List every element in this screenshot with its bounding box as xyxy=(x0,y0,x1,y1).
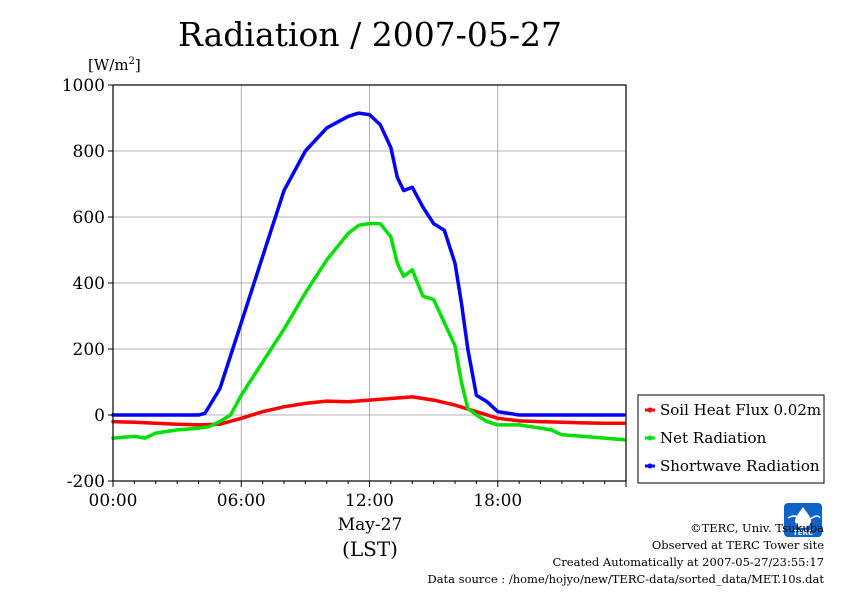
observed-text: Observed at TERC Tower site xyxy=(652,538,824,552)
y-axis-unit-sup: 2 xyxy=(129,56,135,67)
y-tick-label: 800 xyxy=(73,142,105,162)
wave-icon xyxy=(787,515,821,521)
series-line-1 xyxy=(111,395,626,427)
copyright-text: ©TERC, Univ. Tsukuba xyxy=(690,521,824,535)
y-tick-label: 1000 xyxy=(62,76,105,96)
x-axis-label: (LST) xyxy=(342,537,398,561)
y-tick-label: 200 xyxy=(73,340,105,360)
legend-label: Shortwave Radiation xyxy=(660,457,820,475)
legend-marker xyxy=(647,463,653,469)
water-drop-icon xyxy=(795,507,811,528)
terc-logo: TERC xyxy=(784,503,822,537)
source-text: Data source : /home/hojyo/new/TERC-data/… xyxy=(427,572,824,586)
series-line-2 xyxy=(111,221,626,442)
x-tick-label: 00:00 xyxy=(89,491,138,511)
x-tick-label: 18:00 xyxy=(473,491,522,511)
logo-text: TERC xyxy=(793,529,813,537)
axis-ticks: -200 0 200 400 600 800 1000 00:00 06:00 12:00 18:0… xyxy=(62,76,627,511)
legend-marker xyxy=(647,407,653,413)
x-date-label: May-27 xyxy=(338,515,403,535)
y-axis-unit-close: ] xyxy=(135,56,141,74)
y-axis-unit-text: [W/m xyxy=(88,56,129,74)
y-tick-label: -200 xyxy=(67,472,105,492)
y-tick-label: 0 xyxy=(94,406,105,426)
legend-box xyxy=(637,394,825,484)
y-tick-label: 400 xyxy=(73,274,105,294)
y-axis-unit-label: [W/m2] xyxy=(88,56,141,74)
legend: Soil Heat Flux 0.02m Net Radiation Shortwa… xyxy=(637,394,825,484)
chart-title: Radiation / 2007-05-27 xyxy=(178,15,562,54)
created-text: Created Automatically at 2007-05-27/23:5… xyxy=(553,555,825,569)
legend-label: Net Radiation xyxy=(660,429,767,447)
series-line-3 xyxy=(111,111,626,417)
legend-marker xyxy=(647,435,653,441)
x-tick-label: 06:00 xyxy=(217,491,266,511)
x-tick-label: 12:00 xyxy=(345,491,394,511)
legend-label: Soil Heat Flux 0.02m xyxy=(660,401,821,419)
series-layer xyxy=(111,111,626,442)
y-tick-label: 600 xyxy=(73,208,105,228)
